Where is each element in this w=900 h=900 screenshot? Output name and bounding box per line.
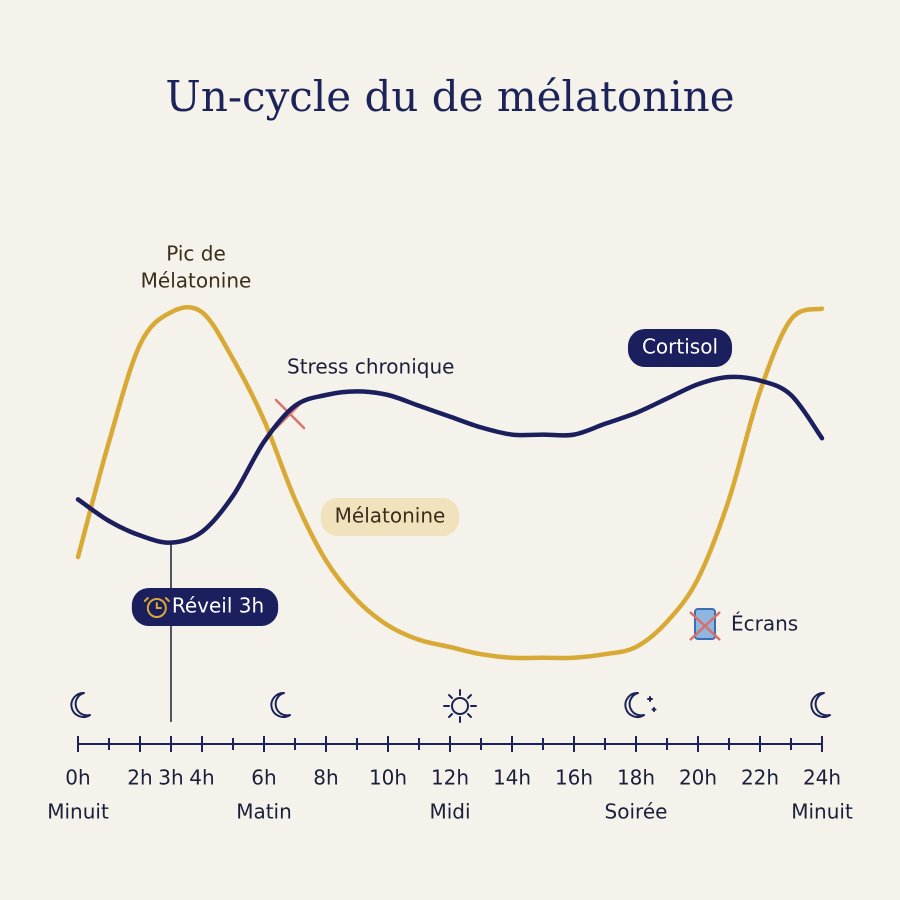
- pill-label: Mélatonine: [335, 504, 446, 528]
- pill-label: Réveil 3h: [172, 594, 264, 618]
- chart-title: Un-cycle du de mélatonine: [165, 72, 734, 121]
- moon-icon: [270, 691, 291, 718]
- pill-bg: [320, 498, 460, 536]
- alarm-icon: [143, 597, 170, 618]
- alarm-face: [146, 598, 167, 618]
- x-tick-label: 6h: [251, 766, 276, 790]
- sun-icon: [443, 689, 477, 723]
- x-tick-label: 4h: [189, 766, 214, 790]
- x-tick-label: 8h: [313, 766, 338, 790]
- period-label: Soirée: [605, 800, 668, 824]
- alarm-hands: [143, 597, 170, 609]
- moon-icon: [810, 691, 831, 718]
- period-label: Minuit: [791, 800, 853, 824]
- pill-label: Cortisol: [642, 335, 718, 359]
- x-tick-label: 18h: [617, 766, 655, 790]
- series-line: [75, 305, 825, 661]
- x-tick-label: 3h: [158, 766, 183, 790]
- annotation: Pic de: [166, 242, 226, 266]
- period-label: Midi: [429, 800, 470, 824]
- moon-icon: [70, 691, 91, 718]
- screen-icon: [689, 608, 721, 641]
- x-tick-label: 16h: [555, 766, 593, 790]
- x-tick-label: 22h: [741, 766, 779, 790]
- annotation: Stress chronique: [287, 355, 454, 379]
- x-tick-label: 12h: [431, 766, 469, 790]
- pill-bg: [131, 588, 279, 626]
- wake-label: Réveil 3h: [131, 588, 279, 626]
- legend-melatonine: Mélatonine: [320, 498, 460, 536]
- annotation: Écrans: [731, 612, 798, 636]
- x-tick-label: 24h: [803, 766, 841, 790]
- x-tick-label: 14h: [493, 766, 531, 790]
- period-label: Matin: [236, 800, 292, 824]
- pill-bg: [627, 329, 733, 367]
- x-tick-label: 10h: [369, 766, 407, 790]
- series-line: [75, 374, 825, 545]
- moon-stars-icon: [624, 691, 657, 718]
- annotation: Mélatonine: [141, 269, 252, 293]
- period-label: Minuit: [47, 800, 109, 824]
- x-tick-label: 20h: [679, 766, 717, 790]
- x-tick-label: 2h: [127, 766, 152, 790]
- x-tick-label: 0h: [65, 766, 90, 790]
- legend-cortisol: Cortisol: [627, 329, 733, 367]
